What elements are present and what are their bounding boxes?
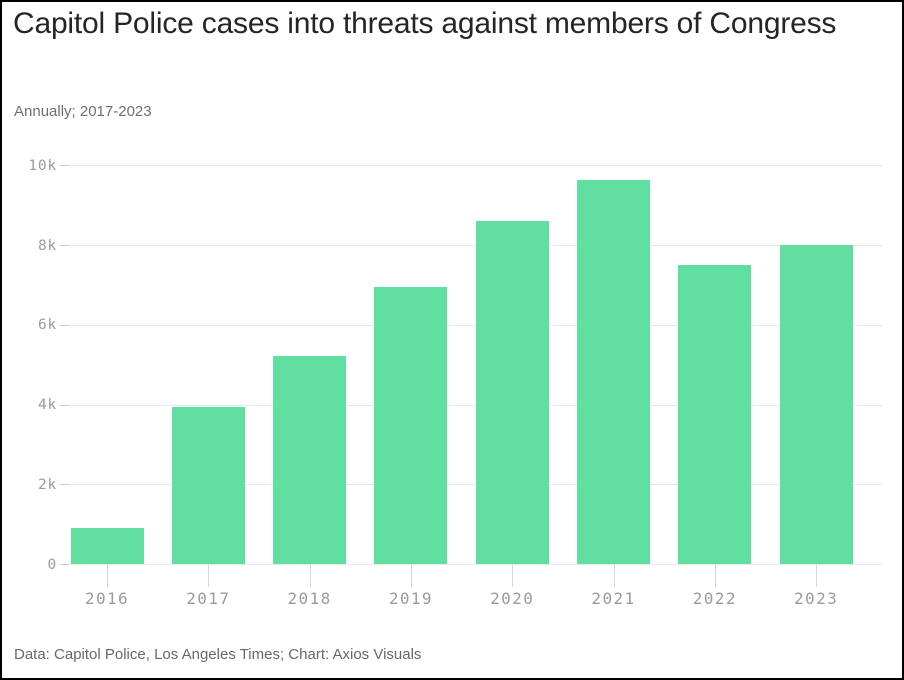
bar-2017	[171, 406, 245, 564]
y-axis-label-8k: 8k	[37, 237, 57, 254]
y-axis-label-4k: 4k	[37, 397, 57, 414]
x-axis-tick-2017	[208, 564, 210, 587]
x-axis-label-2022: 2022	[692, 589, 737, 608]
gridline-8k	[60, 245, 882, 247]
x-axis-label-2018: 2018	[287, 589, 332, 608]
bar-2022	[678, 264, 752, 564]
x-axis-label-2017: 2017	[186, 589, 231, 608]
chart-title: Capitol Police cases into threats agains…	[13, 7, 837, 40]
bar-2023	[779, 244, 853, 564]
x-axis-label-2020: 2020	[490, 589, 535, 608]
y-axis-label-10k: 10k	[28, 157, 57, 174]
x-axis-label-2016: 2016	[84, 589, 130, 608]
gridline-4k	[60, 404, 882, 406]
y-axis-tick-4k	[60, 404, 69, 406]
y-axis-label-6k: 6k	[37, 317, 57, 334]
x-axis-tick-2021	[613, 564, 615, 587]
x-axis-tick-2018	[309, 564, 311, 587]
gridline-0	[60, 564, 882, 565]
x-axis-tick-2023	[816, 564, 818, 587]
x-axis-label-2021: 2021	[591, 589, 636, 608]
y-axis-tick-6k	[60, 324, 69, 326]
x-axis-tick-2016	[107, 564, 108, 587]
bar-2018	[273, 356, 347, 564]
x-axis-tick-2020	[512, 564, 514, 587]
gridline-6k	[60, 324, 882, 326]
bar-2019	[374, 286, 448, 564]
gridline-2k	[60, 484, 882, 486]
y-axis-tick-8k	[60, 245, 69, 247]
y-axis-label-2k: 2k	[37, 476, 57, 493]
y-axis-tick-10k	[60, 165, 69, 167]
x-axis-tick-2022	[714, 564, 716, 587]
gridline-10k	[60, 165, 882, 167]
x-axis-tick-2019	[410, 564, 412, 587]
source-credit: Data: Capitol Police, Los Angeles Times;…	[14, 646, 422, 663]
y-axis-tick-2k	[60, 484, 69, 486]
x-axis-label-2019: 2019	[388, 589, 433, 608]
y-axis-tick-0	[60, 564, 69, 565]
x-axis-label-2023: 2023	[794, 589, 839, 608]
chart-subtitle: Annually; 2017-2023	[14, 103, 152, 120]
bar-2016	[70, 528, 144, 564]
bar-2020	[475, 220, 549, 564]
bar-2021	[577, 180, 650, 564]
bar-chart-plot: 0 2k 4k 6k 8k 10k 2016 2017 2018 2019 2020 2021 2022…	[2, 142, 902, 632]
y-axis-label-0: 0	[47, 556, 57, 573]
